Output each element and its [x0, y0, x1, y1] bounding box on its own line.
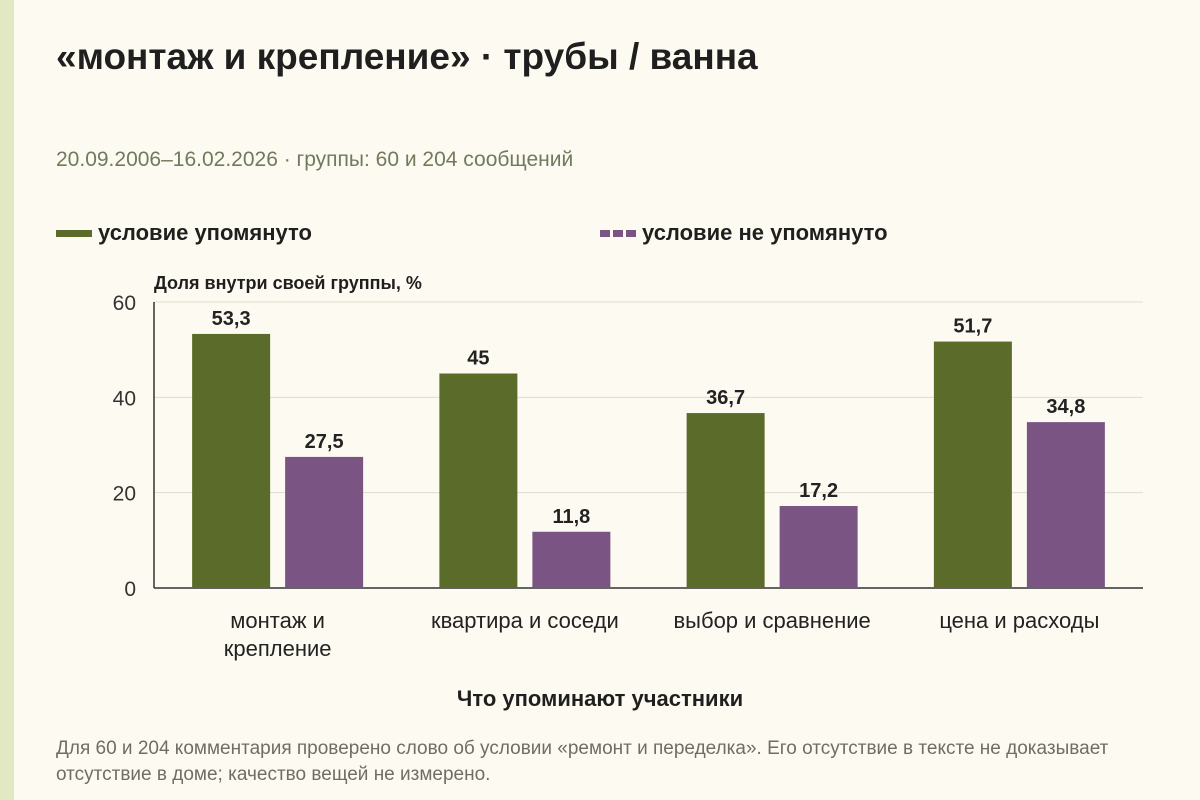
x-tick-label-2: выбор и сравнение: [673, 608, 870, 633]
data-label-mentioned-1: 45: [467, 348, 489, 370]
data-label-not-mentioned-2: 17,2: [799, 480, 838, 502]
data-label-not-mentioned-0: 27,5: [305, 431, 344, 453]
bar-mentioned-0: [192, 333, 271, 588]
data-label-mentioned-3: 51,7: [953, 316, 992, 338]
y-tick-label-40: 40: [113, 387, 136, 410]
legend-label-mentioned: условие упомянуто: [98, 220, 312, 245]
bar-mentioned-2: [686, 413, 765, 588]
x-tick-label-1: квартира и соседи: [431, 608, 619, 633]
footnote: Для 60 и 204 комментария проверено слово…: [56, 738, 1109, 785]
legend-item-mentioned: условие упомянуто: [56, 220, 312, 246]
bar-not-mentioned-1: [532, 531, 611, 588]
x-tick-label-0-line-0: монтаж и: [230, 608, 325, 633]
y-tick-label-20: 20: [113, 483, 136, 506]
legend-item-not-mentioned: условие не упомянуто: [600, 220, 888, 246]
legend-label-not-mentioned: условие не упомянуто: [642, 220, 888, 245]
bar-not-mentioned-2: [779, 506, 858, 588]
data-label-mentioned-2: 36,7: [706, 387, 745, 409]
bar-not-mentioned-3: [1026, 422, 1105, 588]
data-label-not-mentioned-1: 11,8: [552, 506, 590, 528]
data-label-not-mentioned-3: 34,8: [1046, 396, 1085, 418]
x-tick-label-3: цена и расходы: [939, 608, 1099, 633]
x-tick-label-0-line-1: крепление: [224, 636, 332, 661]
y-tick-label-0: 0: [124, 578, 136, 601]
y-tick-label-60: 60: [113, 292, 136, 315]
bar-not-mentioned-0: [285, 456, 364, 588]
chart-subtitle: 20.09.2006–16.02.2026 · группы: 60 и 204…: [56, 148, 574, 171]
left-accent-stripe: [0, 0, 14, 800]
chart-title: «монтаж и крепление» · трубы / ванна: [56, 36, 758, 77]
legend-swatch-not-mentioned: [600, 229, 636, 237]
y-axis-label: Доля внутри своей группы, %: [154, 273, 422, 293]
bar-mentioned-3: [933, 341, 1012, 588]
x-axis-label: Что упоминают участники: [456, 686, 744, 711]
legend-swatch-mentioned: [56, 229, 92, 237]
data-label-mentioned-0: 53,3: [212, 308, 251, 330]
bar-mentioned-1: [439, 373, 518, 588]
legend: условие упомянуто условие не упомянуто: [0, 220, 1200, 250]
